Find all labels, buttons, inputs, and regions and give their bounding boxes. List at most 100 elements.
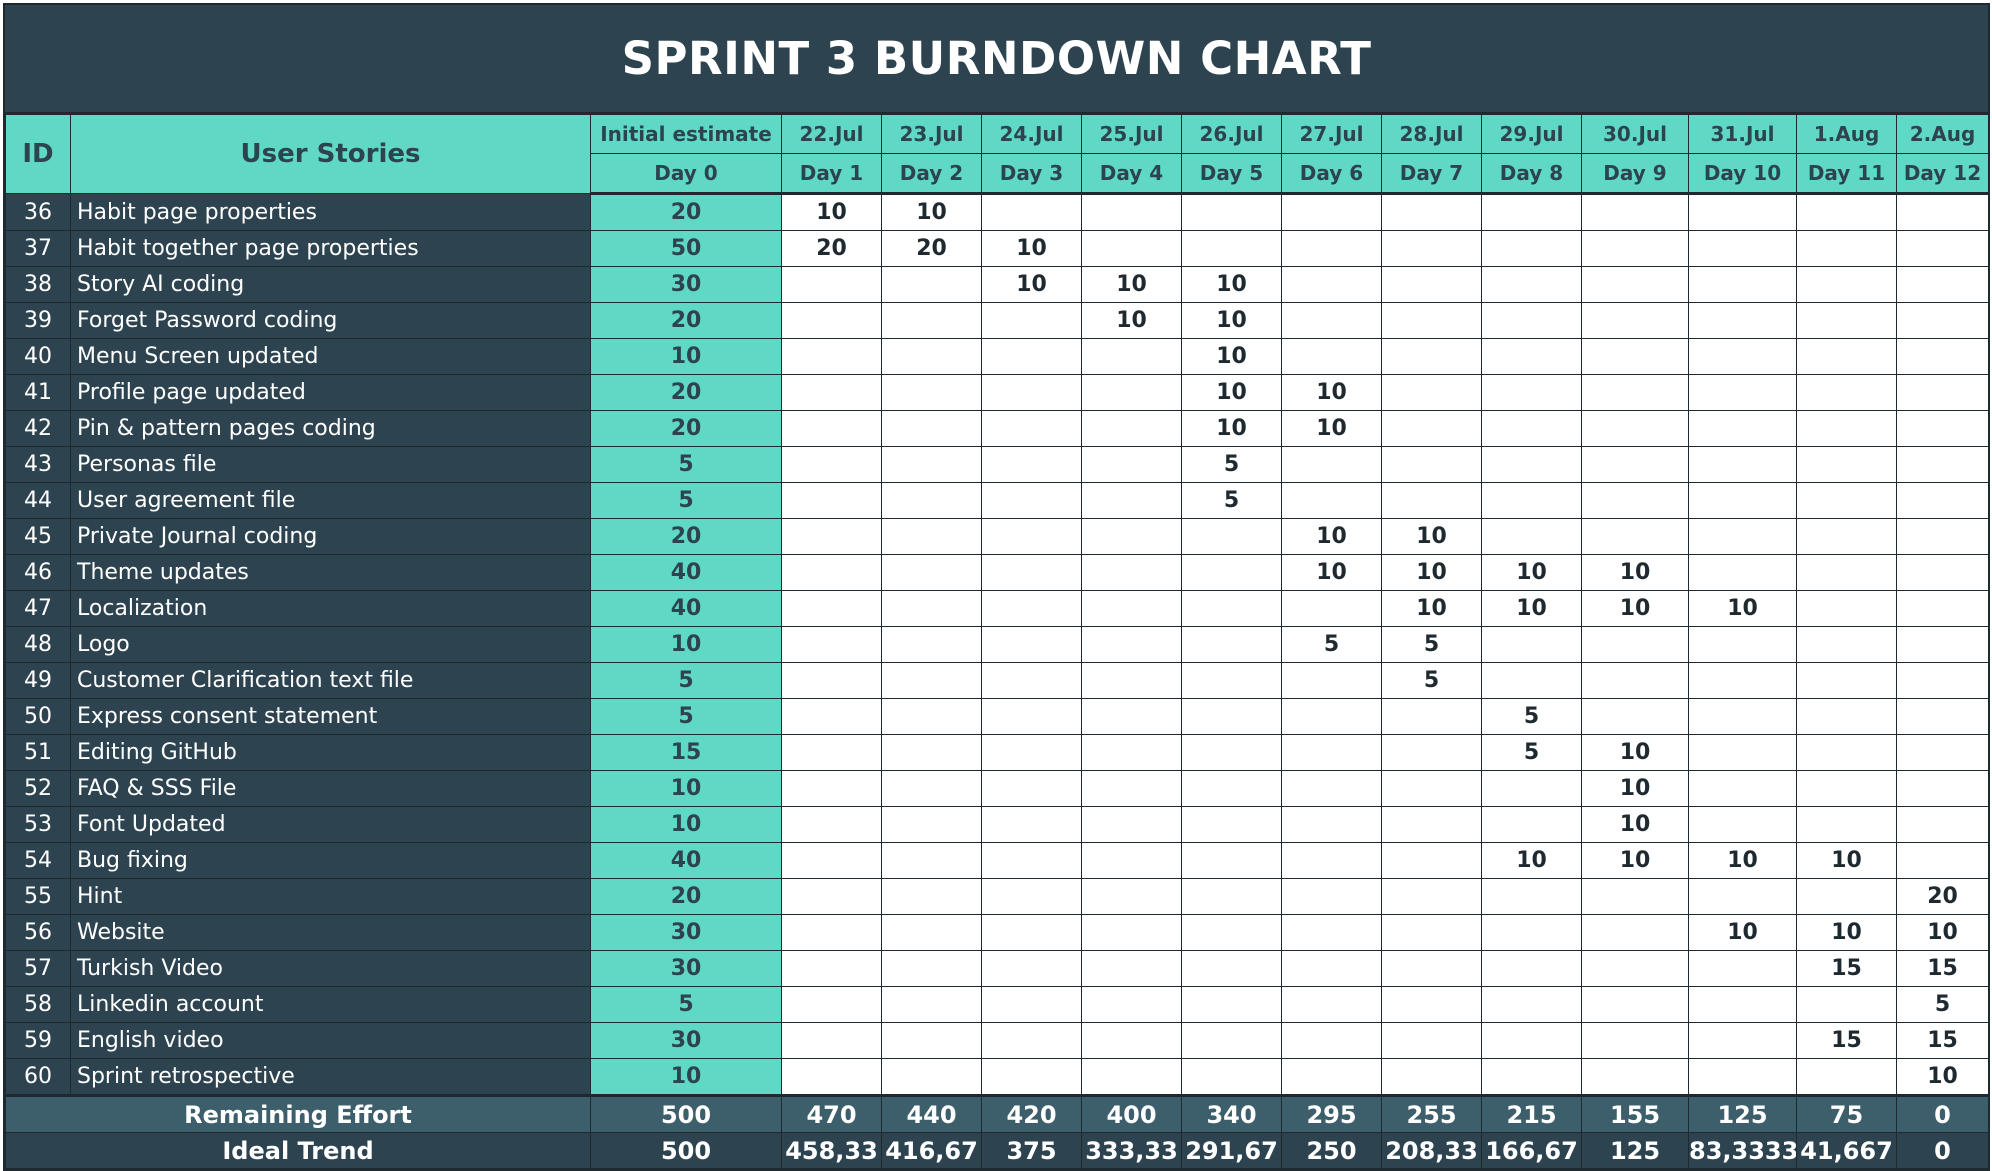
remaining-effort-cell[interactable]: 440 (881, 1094, 982, 1133)
story-id-cell[interactable]: 50 (5, 698, 71, 735)
story-name-cell[interactable]: Hint (70, 878, 591, 915)
day-effort-cell[interactable] (1688, 446, 1797, 483)
day-effort-cell[interactable]: 10 (1181, 266, 1282, 303)
ideal-trend-cell[interactable]: 41,667 (1796, 1132, 1897, 1169)
day-effort-cell[interactable]: 10 (1688, 914, 1797, 951)
day-effort-cell[interactable] (1381, 806, 1482, 843)
story-id-cell[interactable]: 43 (5, 446, 71, 483)
day-effort-cell[interactable] (1581, 626, 1689, 663)
day-effort-cell[interactable] (1081, 662, 1182, 699)
day-effort-cell[interactable] (1796, 410, 1897, 447)
story-id-cell[interactable]: 41 (5, 374, 71, 411)
day-effort-cell[interactable] (881, 482, 982, 519)
day-effort-cell[interactable] (1281, 698, 1382, 735)
day-effort-cell[interactable] (981, 770, 1082, 807)
story-name-cell[interactable]: Forget Password coding (70, 302, 591, 339)
day-effort-cell[interactable] (1081, 193, 1182, 231)
story-name-cell[interactable]: Localization (70, 590, 591, 627)
day-effort-cell[interactable] (1688, 770, 1797, 807)
day-effort-cell[interactable] (1381, 842, 1482, 879)
day-effort-cell[interactable] (1081, 518, 1182, 555)
story-id-cell[interactable]: 48 (5, 626, 71, 663)
initial-estimate-cell[interactable]: 30 (590, 266, 782, 303)
day-effort-cell[interactable]: 5 (1281, 626, 1382, 663)
day-effort-cell[interactable] (1581, 410, 1689, 447)
day-effort-cell[interactable] (1796, 193, 1897, 231)
day-effort-cell[interactable] (1481, 1058, 1582, 1096)
story-id-cell[interactable]: 60 (5, 1058, 71, 1096)
day-effort-cell[interactable]: 10 (981, 266, 1082, 303)
day-effort-cell[interactable] (981, 410, 1082, 447)
story-id-cell[interactable]: 40 (5, 338, 71, 375)
day-effort-cell[interactable] (1381, 698, 1482, 735)
day-effort-cell[interactable] (981, 482, 1082, 519)
day-effort-cell[interactable] (1181, 770, 1282, 807)
day-effort-cell[interactable]: 10 (1481, 842, 1582, 879)
initial-estimate-cell[interactable]: 5 (590, 986, 782, 1023)
day-effort-cell[interactable] (1381, 302, 1482, 339)
day-effort-cell[interactable]: 5 (1481, 734, 1582, 771)
day-effort-cell[interactable] (1796, 266, 1897, 303)
day-effort-cell[interactable] (1081, 410, 1182, 447)
day-effort-cell[interactable] (1796, 734, 1897, 771)
day-effort-cell[interactable] (1581, 950, 1689, 987)
day-effort-cell[interactable] (1081, 698, 1182, 735)
day-effort-cell[interactable] (1688, 266, 1797, 303)
day-effort-cell[interactable] (1796, 806, 1897, 843)
day-effort-cell[interactable] (981, 878, 1082, 915)
initial-estimate-cell[interactable]: 5 (590, 698, 782, 735)
day-effort-cell[interactable] (1896, 374, 1989, 411)
day-effort-cell[interactable] (781, 518, 882, 555)
day-effort-cell[interactable] (781, 266, 882, 303)
day-effort-cell[interactable] (1081, 1058, 1182, 1096)
day-effort-cell[interactable] (1581, 193, 1689, 231)
ideal-trend-cell[interactable]: 416,67 (881, 1132, 982, 1169)
day-effort-cell[interactable] (1896, 626, 1989, 663)
day-effort-cell[interactable]: 10 (1796, 914, 1897, 951)
day-effort-cell[interactable]: 5 (1181, 482, 1282, 519)
initial-estimate-cell[interactable]: 5 (590, 446, 782, 483)
day-effort-cell[interactable] (781, 842, 882, 879)
day-effort-cell[interactable]: 15 (1796, 950, 1897, 987)
day-effort-cell[interactable] (981, 806, 1082, 843)
day-effort-cell[interactable] (1281, 338, 1382, 375)
day-effort-cell[interactable] (1281, 446, 1382, 483)
day-effort-cell[interactable]: 5 (1381, 626, 1482, 663)
day-effort-cell[interactable]: 10 (981, 230, 1082, 267)
day-effort-cell[interactable] (1181, 662, 1282, 699)
day-effort-cell[interactable] (1181, 698, 1282, 735)
initial-estimate-cell[interactable]: 10 (590, 770, 782, 807)
day-effort-cell[interactable] (881, 842, 982, 879)
day-effort-cell[interactable] (1481, 446, 1582, 483)
day-effort-cell[interactable] (1796, 482, 1897, 519)
day-effort-cell[interactable] (1896, 193, 1989, 231)
day-effort-cell[interactable]: 10 (1581, 806, 1689, 843)
day-effort-cell[interactable] (1081, 554, 1182, 591)
day-effort-cell[interactable] (1281, 842, 1382, 879)
story-name-cell[interactable]: Profile page updated (70, 374, 591, 411)
ideal-trend-cell[interactable]: 125 (1581, 1132, 1689, 1169)
day-effort-cell[interactable] (1181, 734, 1282, 771)
day-effort-cell[interactable] (1581, 446, 1689, 483)
story-name-cell[interactable]: FAQ & SSS File (70, 770, 591, 807)
day-effort-cell[interactable] (781, 662, 882, 699)
ideal-trend-cell[interactable]: 208,33 (1381, 1132, 1482, 1169)
remaining-effort-cell[interactable]: 500 (590, 1094, 782, 1133)
story-id-cell[interactable]: 44 (5, 482, 71, 519)
day-effort-cell[interactable] (1481, 338, 1582, 375)
day-effort-cell[interactable]: 5 (1381, 662, 1482, 699)
initial-estimate-cell[interactable]: 40 (590, 554, 782, 591)
day-effort-cell[interactable] (781, 626, 882, 663)
day-effort-cell[interactable] (981, 338, 1082, 375)
day-effort-cell[interactable]: 10 (1688, 842, 1797, 879)
story-name-cell[interactable]: User agreement file (70, 482, 591, 519)
ideal-trend-cell[interactable]: 83,3333 (1688, 1132, 1797, 1169)
day-effort-cell[interactable]: 5 (1896, 986, 1989, 1023)
day-effort-cell[interactable] (1688, 518, 1797, 555)
story-id-cell[interactable]: 54 (5, 842, 71, 879)
day-effort-cell[interactable]: 10 (1481, 554, 1582, 591)
day-effort-cell[interactable] (1181, 950, 1282, 987)
day-effort-cell[interactable] (1281, 302, 1382, 339)
day-effort-cell[interactable] (1481, 662, 1582, 699)
day-effort-cell[interactable] (1181, 806, 1282, 843)
